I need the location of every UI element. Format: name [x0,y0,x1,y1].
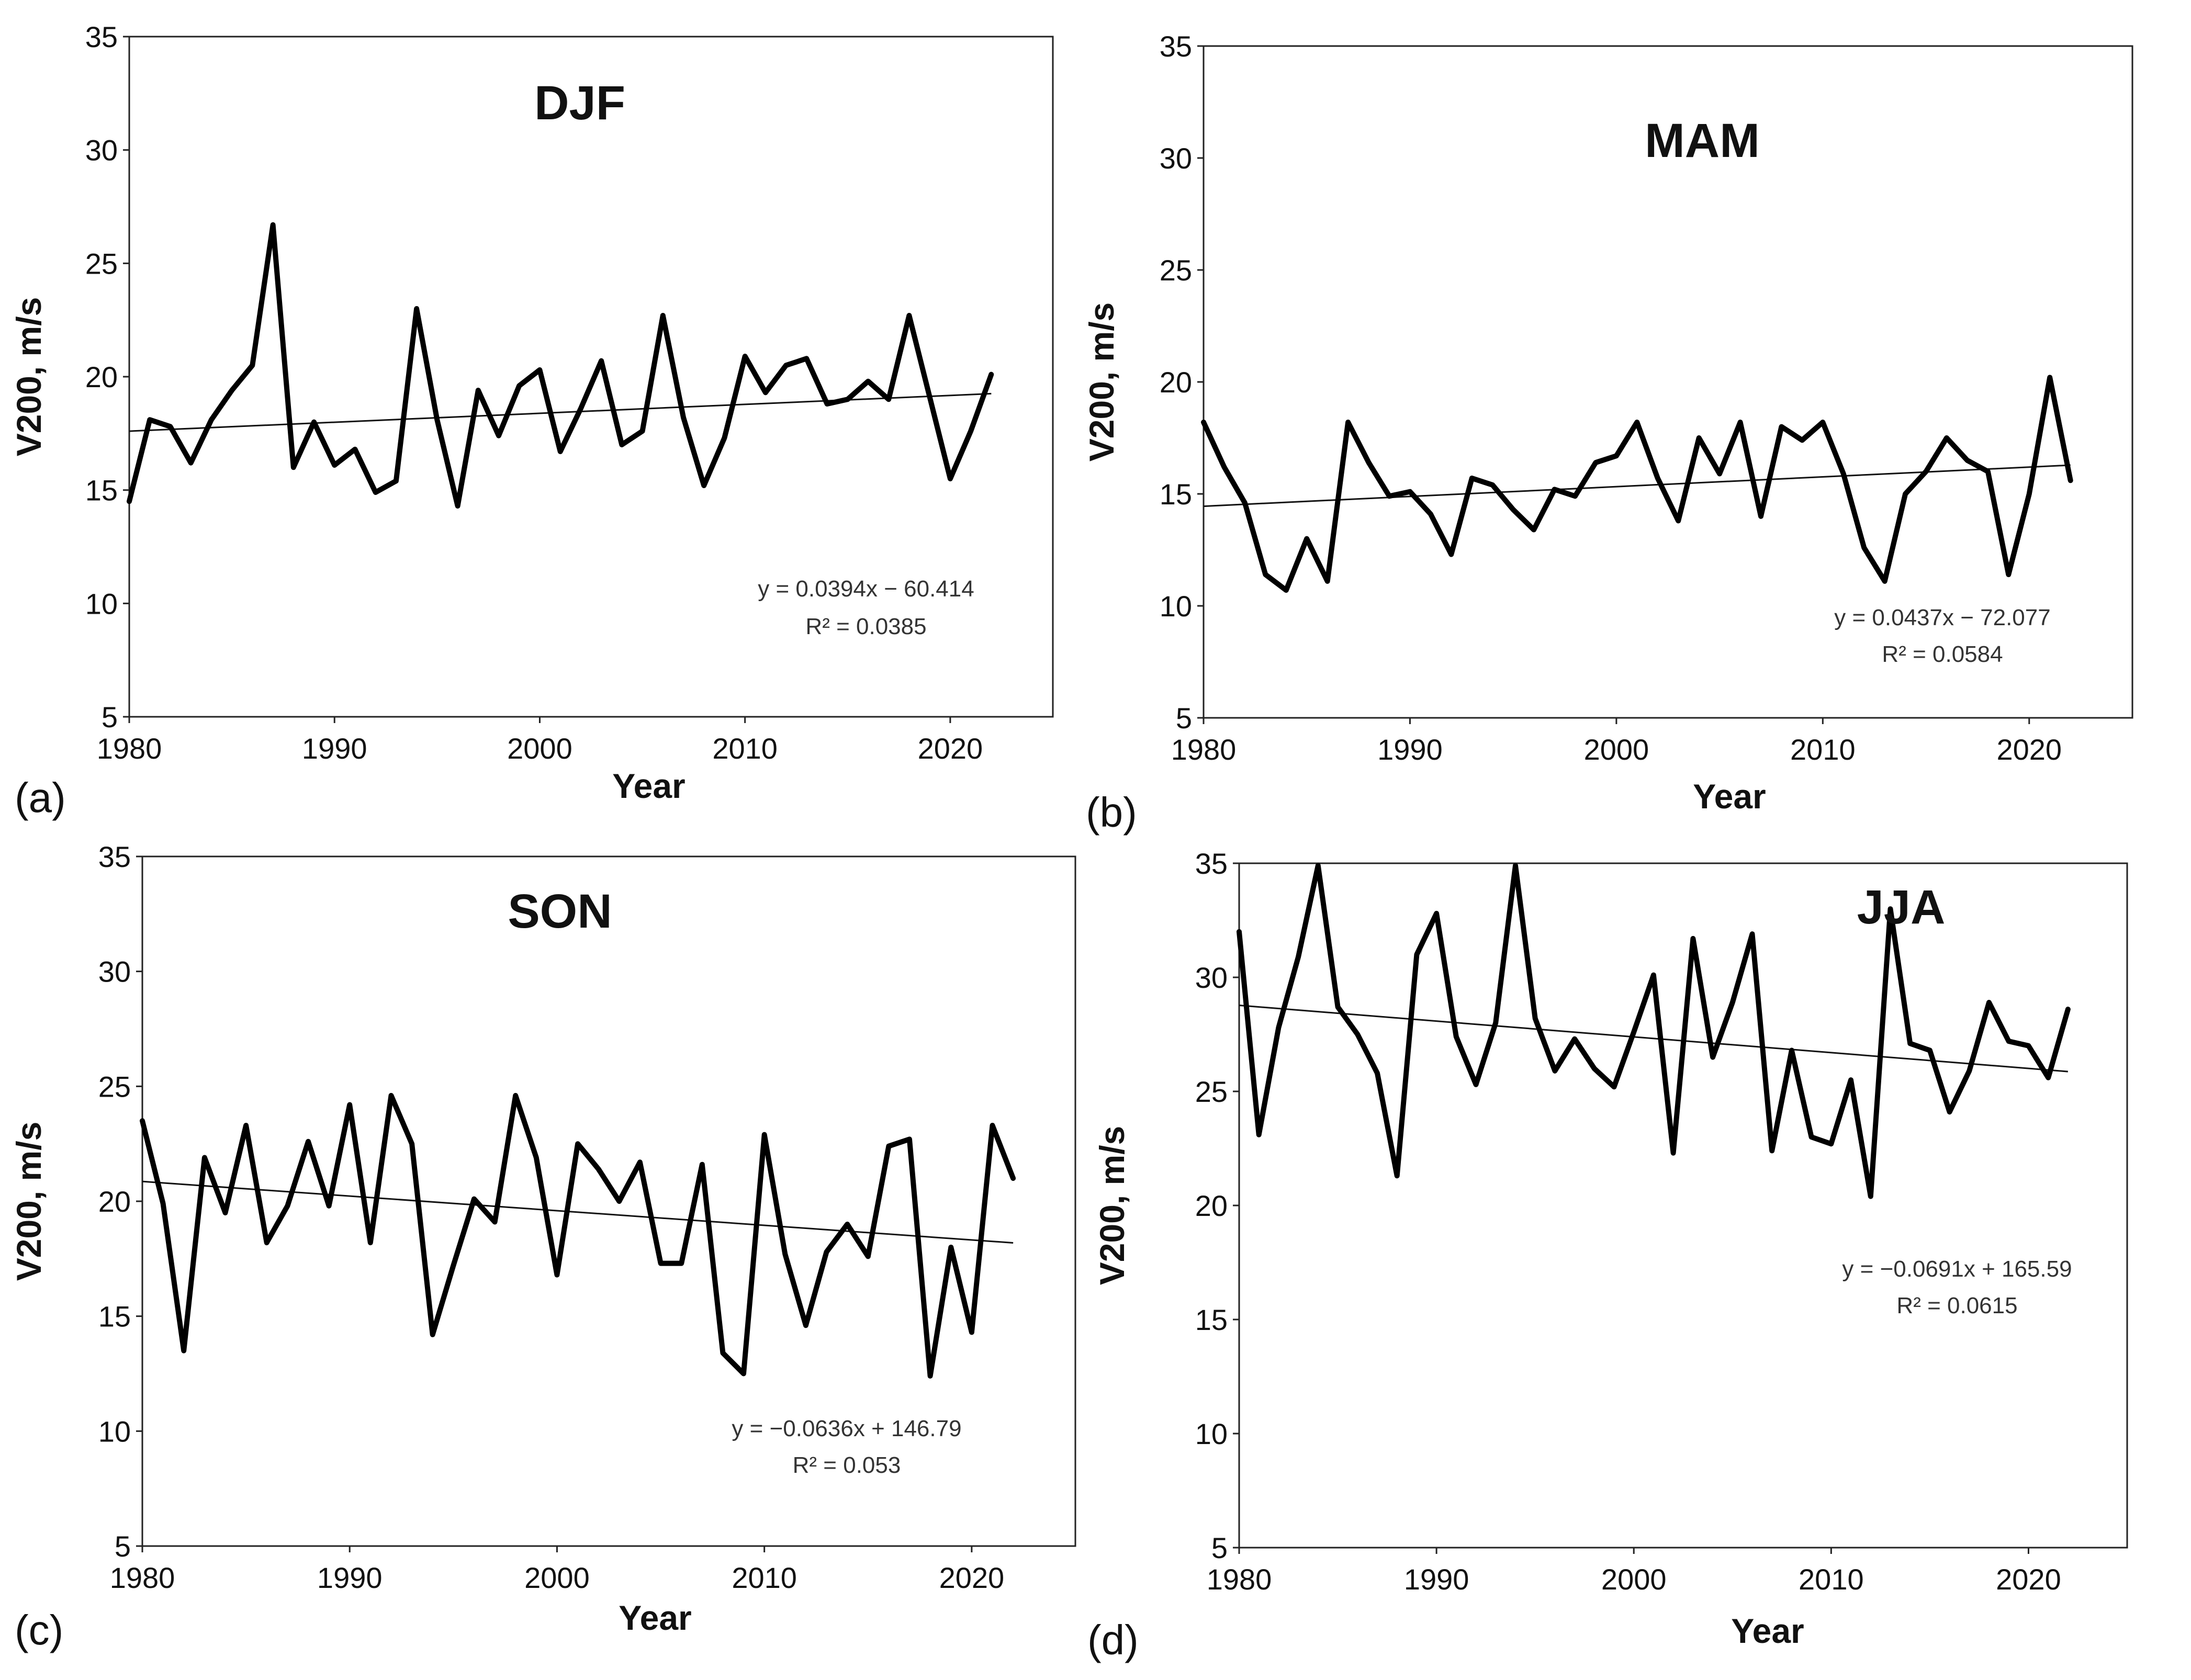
y-tick-label: 5 [1176,702,1192,735]
y-tick-label: 5 [1211,1531,1228,1564]
y-tick-label: 30 [85,134,118,167]
y-tick-label: 25 [85,247,118,280]
chart-panel-son: 5 10 15 20 25 30 35 1980 1990 2000 2010 2020 SON Year… [9,840,1076,1653]
x-tick-label: 2010 [1790,733,1856,766]
x-tick-label: 1990 [317,1561,383,1594]
y-axis-label: V200, m/s [9,297,48,457]
trend-r-squared: R² = 0.0584 [1882,641,2003,667]
x-tick-label: 1990 [1404,1563,1469,1596]
y-tick-label: 15 [98,1300,131,1333]
x-axis-label: Year [1693,777,1766,816]
y-tick-label: 35 [1160,30,1192,63]
x-tick-label: 2010 [712,732,778,765]
chart-title: SON [508,885,612,938]
y-tick-label: 25 [98,1070,131,1103]
x-tick-label: 2020 [1996,733,2062,766]
series-line-v200 [1237,863,2071,1199]
trend-line [142,1180,1014,1244]
y-tick-label: 10 [1160,590,1192,623]
x-axis-label: Year [619,1598,691,1637]
x-tick-label: 1990 [302,732,367,765]
y-axis-label: V200, m/s [1093,1126,1131,1286]
trend-r-squared: R² = 0.0385 [805,614,926,639]
chart-panel-mam: 5 10 15 20 25 30 35 1980 1990 2000 2010 2020 MAM Year… [1082,30,2133,836]
x-tick-label: 2000 [1584,733,1649,766]
panel-label: (c) [15,1607,63,1653]
trend-r-squared: R² = 0.0615 [1896,1293,2017,1318]
x-tick-label: 2010 [732,1561,797,1594]
y-axis-label: V200, m/s [1082,302,1121,462]
y-tick-label: 20 [98,1185,131,1218]
y-tick-label: 10 [1195,1417,1228,1450]
x-axis-label: Year [612,766,685,805]
y-tick-label: 15 [1160,478,1192,511]
chart-panel-djf: 5 10 15 20 25 30 35 1980 1990 2000 2010 2020 DJF Year… [9,20,1054,821]
chart-title: DJF [534,76,625,130]
x-tick-label: 1980 [1171,733,1237,766]
y-tick-label: 25 [1160,254,1192,287]
trend-line [1239,1005,2068,1073]
x-tick-label: 2000 [507,732,572,765]
y-tick-label: 5 [102,701,118,734]
trend-equation: y = −0.0636x + 146.79 [732,1416,961,1441]
x-tick-label: 2020 [918,732,983,765]
y-tick-label: 10 [85,587,118,620]
x-tick-label: 2000 [524,1561,590,1594]
y-tick-label: 10 [98,1415,131,1448]
x-tick-label: 1980 [97,732,162,765]
y-tick-label: 5 [115,1530,131,1563]
x-tick-label: 2020 [1996,1563,2061,1596]
series-line-v200 [127,222,994,509]
x-tick-label: 1990 [1377,733,1443,766]
panel-label: (b) [1086,789,1137,836]
y-tick-label: 35 [1195,847,1228,880]
chart-panel-jja: 5 10 15 20 25 30 35 1980 1990 2000 2010 2020 JJA Year… [1087,847,2128,1663]
panel-label: (a) [15,774,66,821]
trend-r-squared: R² = 0.053 [793,1452,901,1478]
y-axis-label: V200, m/s [9,1122,48,1281]
y-tick-label: 35 [85,20,118,53]
series-line-v200 [140,1092,1016,1379]
chart-title: JJA [1857,881,1946,934]
y-tick-label: 15 [1195,1303,1228,1336]
y-tick-label: 20 [1160,366,1192,399]
y-tick-label: 20 [1195,1189,1228,1222]
y-tick-label: 30 [98,955,131,988]
panel-label: (d) [1087,1617,1139,1663]
y-tick-label: 35 [98,840,131,873]
x-tick-label: 2000 [1601,1563,1667,1596]
x-tick-label: 2010 [1799,1563,1864,1596]
y-tick-label: 30 [1160,142,1192,175]
x-tick-label: 2020 [939,1561,1005,1594]
x-axis-label: Year [1731,1611,1804,1650]
trend-equation: y = −0.0691x + 165.59 [1842,1256,2072,1282]
x-tick-label: 1980 [110,1561,175,1594]
trend-equation: y = 0.0437x − 72.077 [1834,605,2050,630]
series-line-v200 [1201,375,2073,593]
chart-title: MAM [1645,114,1760,167]
y-tick-label: 15 [85,474,118,507]
x-tick-label: 1980 [1207,1563,1272,1596]
y-tick-label: 30 [1195,961,1228,994]
y-tick-label: 25 [1195,1075,1228,1108]
trend-equation: y = 0.0394x − 60.414 [758,576,974,602]
y-tick-label: 20 [85,360,118,393]
